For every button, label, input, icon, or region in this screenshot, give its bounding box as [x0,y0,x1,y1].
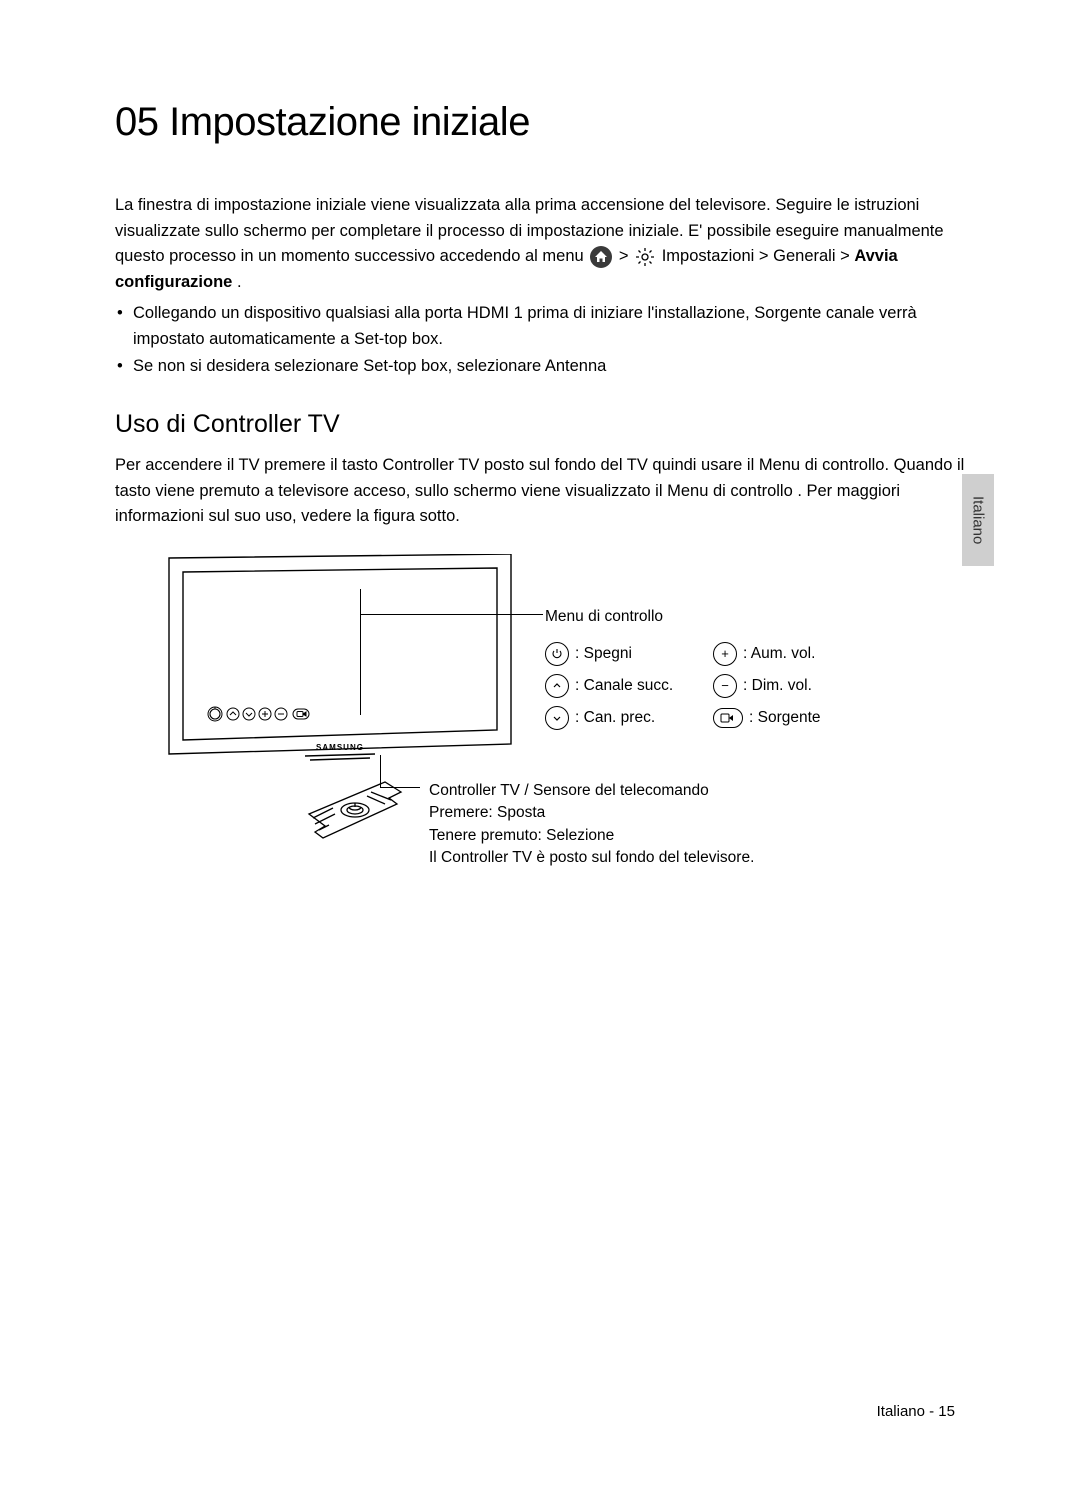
minus-icon: − [713,674,737,698]
caption-line: Il Controller TV è posto sul fondo del t… [429,847,754,869]
bullet-item: Collegando un dispositivo qualsiasi alla… [133,301,965,352]
legend-grid: Spegni + Aum. vol. Canale succ. − Dim. v… [545,642,873,730]
legend-item-power: Spegni [545,642,705,666]
caption-line: Premere: Sposta [429,802,754,824]
section-body: Per accendere il TV premere il tasto Con… [115,453,965,530]
legend-item-chdown: Can. prec. [545,706,705,730]
legend-label: Canale succ. [575,677,673,695]
caption-line: Tenere premuto: Selezione [429,825,754,847]
legend-label: Aum. vol. [743,645,815,663]
caption-line: Controller TV / Sensore del telecomando [429,780,754,802]
page-footer: Italiano - 15 [877,1403,955,1420]
control-menu-legend: Menu di controllo Spegni + Aum. vol. C [545,608,873,730]
legend-item-chup: Canale succ. [545,674,705,698]
leader-line [360,589,361,715]
plus-icon: + [713,642,737,666]
legend-item-source: Sorgente [713,706,873,730]
chapter-number: 05 [115,100,159,144]
up-icon [545,674,569,698]
legend-title: Menu di controllo [545,608,873,626]
controller-caption: Controller TV / Sensore del telecomando … [429,778,754,870]
chapter-heading: 05 Impostazione iniziale [115,100,965,145]
legend-item-volup: + Aum. vol. [713,642,873,666]
power-icon [545,642,569,666]
language-tab-label: Italiano [970,496,987,544]
intro-bullets: Collegando un dispositivo qualsiasi alla… [115,301,965,380]
controller-closeup [305,778,405,848]
intro-text-c: Impostazioni > Generali > [662,247,855,265]
legend-label: Spegni [575,645,632,663]
leader-line [360,614,543,615]
home-icon [590,246,612,268]
tv-brand-label: SAMSUNG [316,743,364,752]
controller-block: Controller TV / Sensore del telecomando … [305,778,754,870]
legend-label: Can. prec. [575,709,655,727]
legend-item-voldown: − Dim. vol. [713,674,873,698]
figure-area: SAMSUNG Menu di controllo Spegni + Aum. … [115,554,965,894]
intro-text-e: . [237,273,242,291]
intro-text-b: > [619,247,633,265]
language-tab: Italiano [962,474,994,566]
source-icon [713,708,743,728]
down-icon [545,706,569,730]
legend-label: Sorgente [749,709,821,727]
chapter-title-text: Impostazione iniziale [169,100,530,144]
gear-icon [635,247,655,267]
bullet-item: Se non si desidera selezionare Set-top b… [133,354,965,380]
section-heading: Uso di Controller TV [115,410,965,439]
page: 05 Impostazione iniziale La finestra di … [0,0,1080,954]
intro-paragraph: La finestra di impostazione iniziale vie… [115,193,965,295]
legend-label: Dim. vol. [743,677,812,695]
tv-illustration: SAMSUNG [165,554,515,774]
